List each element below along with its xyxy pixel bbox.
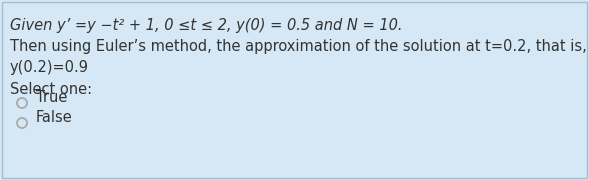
Text: Given y’ =y −t² + 1, 0 ≤t ≤ 2, y(0) = 0.5 and N = 10.: Given y’ =y −t² + 1, 0 ≤t ≤ 2, y(0) = 0.… xyxy=(10,18,402,33)
Text: True: True xyxy=(36,91,67,105)
FancyBboxPatch shape xyxy=(2,2,587,178)
Text: False: False xyxy=(36,111,73,125)
Text: Select one:: Select one: xyxy=(10,82,92,97)
Text: Then using Euler’s method, the approximation of the solution at t=0.2, that is,: Then using Euler’s method, the approxima… xyxy=(10,39,587,54)
Text: y(0.2)=0.9: y(0.2)=0.9 xyxy=(10,60,89,75)
